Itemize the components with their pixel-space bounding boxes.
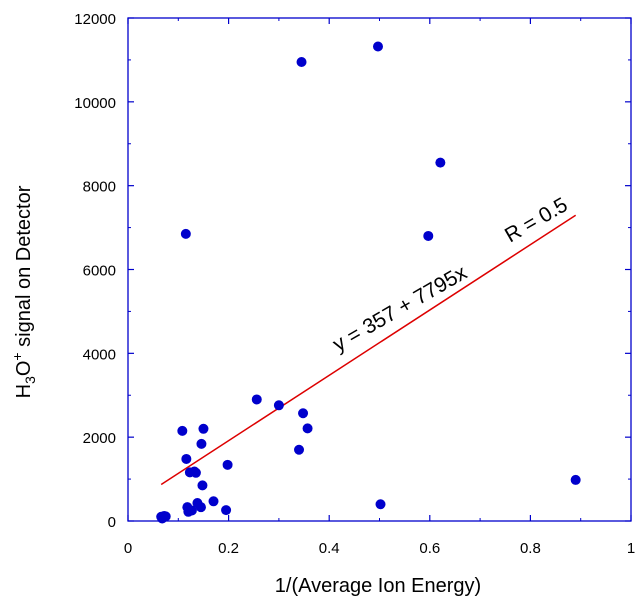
y-axis-title-subscript: 3 xyxy=(22,376,38,384)
data-point xyxy=(251,394,262,405)
y-axis-title-prefix: H xyxy=(13,384,35,398)
x-tick-label: 1 xyxy=(627,540,635,557)
x-axis-ticks xyxy=(127,18,632,521)
x-tick-label: 0.2 xyxy=(218,540,239,557)
x-tick-label: 0.8 xyxy=(520,540,541,557)
data-point xyxy=(273,400,284,411)
fit-line xyxy=(160,214,577,486)
x-tick-label: 0.4 xyxy=(319,540,340,557)
data-point xyxy=(570,474,581,485)
y-axis-title-mid: O xyxy=(13,361,35,377)
y-axis-title-suffix: signal on Detector xyxy=(13,185,35,352)
data-point xyxy=(195,502,206,513)
data-point xyxy=(190,467,201,478)
data-point xyxy=(160,511,171,522)
y-tick-label: 12000 xyxy=(74,11,116,28)
x-tick-labels: 0 0.2 0.4 0.6 0.8 1 xyxy=(124,540,635,557)
data-point xyxy=(372,41,383,52)
data-point xyxy=(296,57,307,68)
data-point xyxy=(198,423,209,434)
data-point xyxy=(435,157,446,168)
fit-equation-label: y = 357 + 7795x xyxy=(329,261,471,356)
data-point xyxy=(197,480,208,491)
data-point xyxy=(294,444,305,455)
data-point xyxy=(186,505,197,516)
data-point xyxy=(375,499,386,510)
y-tick-label: 6000 xyxy=(83,263,116,280)
data-point xyxy=(181,453,192,464)
y-tick-label: 2000 xyxy=(83,430,116,447)
y-tick-labels: 0 2000 4000 6000 8000 10000 12000 xyxy=(74,11,116,531)
y-tick-label: 10000 xyxy=(74,95,116,112)
fit-line-group xyxy=(160,214,577,486)
data-point xyxy=(302,423,313,434)
y-tick-label: 8000 xyxy=(83,179,116,196)
data-points xyxy=(156,41,581,524)
fit-r-label: R = 0.5 xyxy=(501,193,572,247)
x-tick-label: 0 xyxy=(124,540,132,557)
y-tick-label: 4000 xyxy=(83,346,116,363)
y-axis-title-superscript: + xyxy=(9,352,25,360)
data-point xyxy=(177,425,188,436)
data-point xyxy=(423,230,434,241)
data-point xyxy=(298,408,309,419)
data-point xyxy=(180,228,191,239)
data-point xyxy=(196,438,207,449)
y-axis-ticks xyxy=(128,17,631,522)
y-axis-title: H3O+ signal on Detector xyxy=(9,185,38,398)
x-axis-title: 1/(Average Ion Energy) xyxy=(275,575,481,597)
x-tick-label: 0.6 xyxy=(419,540,440,557)
data-point xyxy=(221,505,232,516)
y-tick-label: 0 xyxy=(108,514,116,531)
data-point xyxy=(222,459,233,470)
data-point xyxy=(208,496,219,507)
